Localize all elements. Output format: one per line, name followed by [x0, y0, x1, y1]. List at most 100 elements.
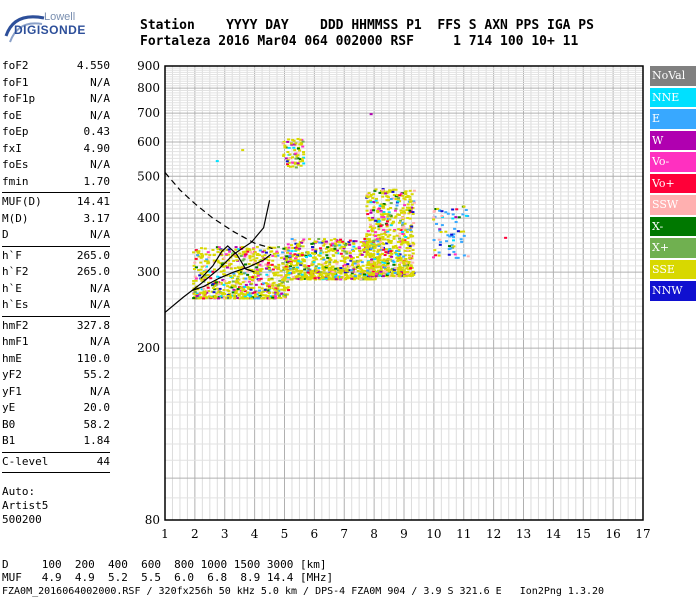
- echo-point: [409, 210, 413, 213]
- echo-point: [300, 253, 304, 256]
- echo-point: [379, 267, 383, 270]
- echo-point: [366, 246, 370, 249]
- echo-point: [302, 265, 306, 268]
- echo-point: [311, 263, 315, 266]
- echo-point: [385, 190, 389, 193]
- echo-point: [345, 252, 349, 255]
- echo-point: [311, 246, 315, 249]
- echo-point: [339, 238, 343, 241]
- echo-point: [374, 271, 378, 274]
- echo-point: [405, 249, 409, 252]
- echo-point: [282, 286, 286, 289]
- echo-point: [239, 283, 243, 286]
- echo-point: [397, 248, 401, 251]
- param-separator: [2, 451, 110, 453]
- echo-point: [389, 198, 393, 201]
- echo-point: [325, 254, 329, 257]
- echo-point: [302, 153, 306, 156]
- echo-point: [373, 264, 377, 267]
- echo-point: [282, 247, 286, 250]
- echo-point: [313, 278, 317, 281]
- echo-point: [283, 296, 287, 299]
- echo-point: [336, 269, 340, 272]
- echo-point: [289, 258, 293, 261]
- echo-point: [254, 297, 258, 300]
- echo-point: [305, 256, 309, 259]
- echo-point: [398, 200, 402, 203]
- echo-point: [302, 260, 306, 263]
- echo-point: [285, 286, 289, 289]
- echo-point: [204, 268, 208, 271]
- echo-point: [311, 248, 315, 251]
- echo-point: [243, 263, 247, 266]
- x-tick-label: 10: [426, 527, 441, 541]
- echo-point: [397, 213, 401, 216]
- echo-point: [393, 209, 397, 212]
- echo-point: [399, 209, 403, 212]
- param-label: B0: [2, 417, 16, 431]
- echo-point: [253, 291, 257, 294]
- echo-point: [277, 296, 281, 299]
- echo-point: [303, 276, 307, 279]
- echo-point: [250, 282, 254, 285]
- echo-point: [373, 261, 377, 264]
- echo-point: [370, 266, 374, 269]
- echo-point: [452, 236, 456, 239]
- echo-point: [346, 268, 350, 271]
- echo-point: [386, 258, 390, 261]
- echo-point: [288, 267, 292, 270]
- echo-point: [215, 160, 219, 163]
- echo-point: [434, 208, 438, 211]
- echo-point: [329, 249, 333, 252]
- echo-point: [336, 244, 340, 247]
- echo-point: [255, 257, 259, 260]
- echo-point: [268, 297, 272, 300]
- echo-point: [277, 246, 281, 249]
- param-label: hmF1: [2, 335, 29, 348]
- echo-point: [377, 218, 381, 221]
- echo-point: [328, 243, 332, 246]
- echo-point: [411, 213, 415, 216]
- echo-point: [371, 230, 375, 233]
- echo-point: [366, 268, 370, 271]
- echo-point: [354, 267, 358, 270]
- echo-point: [197, 269, 201, 272]
- echo-point: [194, 249, 198, 252]
- echo-point: [373, 278, 377, 281]
- echo-point: [199, 272, 203, 275]
- echo-point: [409, 207, 413, 210]
- echo-point: [299, 261, 303, 264]
- echo-point: [263, 254, 267, 257]
- echo-point: [352, 261, 356, 264]
- echo-point: [322, 244, 326, 247]
- echo-point: [392, 263, 396, 266]
- echo-point: [402, 255, 406, 258]
- echo-point: [366, 262, 370, 265]
- echo-point: [242, 297, 246, 300]
- echo-point: [398, 246, 402, 249]
- echo-point: [274, 287, 278, 290]
- echo-point: [245, 291, 249, 294]
- echo-point: [318, 271, 322, 274]
- echo-point: [395, 250, 399, 253]
- echo-point: [327, 249, 331, 252]
- echo-point: [446, 212, 450, 215]
- echo-point: [316, 268, 320, 271]
- echo-point: [437, 251, 441, 254]
- echo-point: [397, 268, 401, 271]
- echo-point: [447, 253, 451, 256]
- echo-point: [350, 248, 354, 251]
- echo-point: [372, 269, 376, 272]
- echo-point: [241, 253, 245, 256]
- echo-point: [248, 277, 252, 280]
- param-label: hmE: [2, 351, 22, 365]
- echo-point: [235, 296, 239, 299]
- echo-point: [325, 264, 329, 267]
- echo-point: [464, 209, 468, 212]
- param-value: 265.0: [76, 248, 110, 262]
- echo-point: [333, 272, 337, 275]
- x-tick-label: 5: [281, 527, 289, 541]
- echo-point: [403, 272, 407, 275]
- echo-point: [410, 271, 414, 274]
- echo-point: [270, 283, 274, 286]
